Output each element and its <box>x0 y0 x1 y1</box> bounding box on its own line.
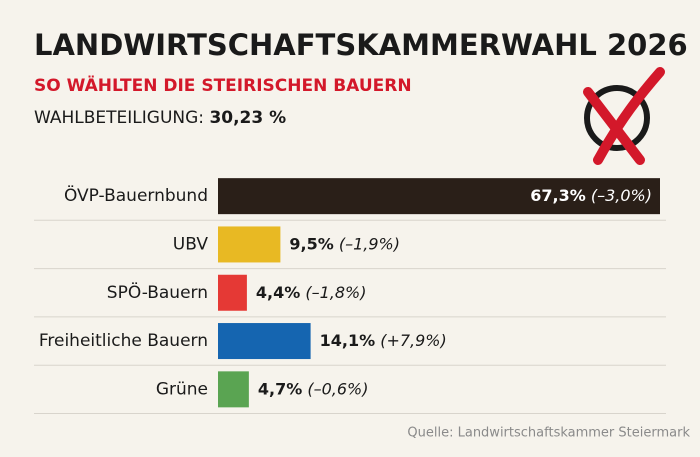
change: (–0,6%) <box>307 379 368 398</box>
value: 14,1% <box>320 331 376 350</box>
change: (–1,9%) <box>339 234 400 253</box>
value-label: 14,1% (+7,9%) <box>320 331 447 350</box>
value: 9,5% <box>289 234 333 253</box>
change: (–1,8%) <box>305 282 366 301</box>
change: (+7,9%) <box>380 331 447 350</box>
category-label: Freiheitliche Bauern <box>39 331 208 351</box>
category-label: UBV <box>173 234 209 254</box>
value: 67,3% <box>530 186 586 205</box>
turnout-label: WAHLBETEILIGUNG: <box>34 108 204 128</box>
turnout-value: 30,23 % <box>209 108 286 128</box>
value-label: 9,5% (–1,9%) <box>289 234 400 253</box>
value: 4,7% <box>258 379 302 398</box>
turnout: WAHLBETEILIGUNG: 30,23 % <box>34 108 286 128</box>
bar <box>218 371 249 408</box>
source: Quelle: Landwirtschaftskammer Steiermark <box>407 426 690 441</box>
bar <box>218 178 660 215</box>
bar <box>218 323 311 360</box>
bar <box>218 226 281 263</box>
chart-subtitle: SO WÄHLTEN DIE STEIRISCHEN BAUERN <box>34 74 412 96</box>
value: 4,4% <box>256 282 300 301</box>
category-label: SPÖ-Bauern <box>107 281 208 303</box>
category-label: ÖVP-Bauernbund <box>64 184 208 206</box>
value-label: 67,3% (–3,0%) <box>530 186 652 205</box>
value-label: 4,7% (–0,6%) <box>258 379 369 398</box>
category-label: Grüne <box>156 379 208 399</box>
ballot-icon <box>583 67 665 165</box>
chart-title: LANDWIRTSCHAFTSKAMMERWAHL 2026 <box>34 28 688 62</box>
value-label: 4,4% (–1,8%) <box>256 282 367 301</box>
bar <box>218 274 247 311</box>
change: (–3,0%) <box>591 186 652 205</box>
